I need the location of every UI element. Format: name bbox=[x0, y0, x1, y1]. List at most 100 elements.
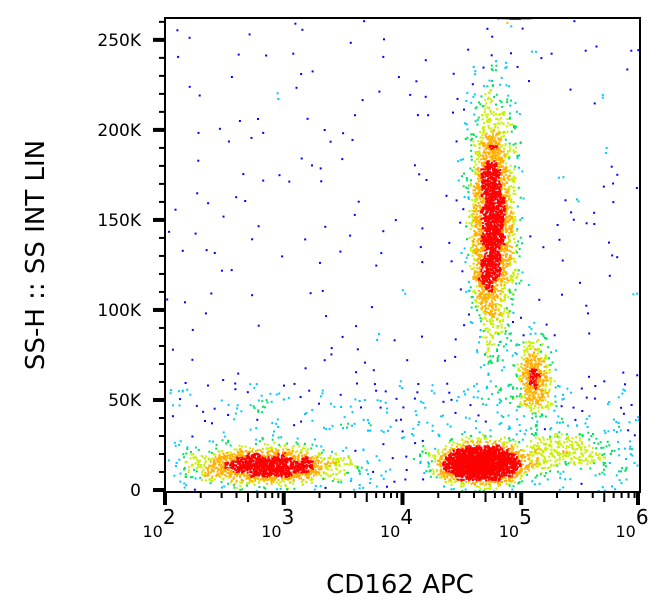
event-dot bbox=[213, 458, 216, 461]
event-dot bbox=[268, 450, 271, 453]
event-dot bbox=[449, 474, 452, 477]
event-dot bbox=[305, 470, 307, 473]
event-dot bbox=[490, 465, 493, 467]
event-dot bbox=[495, 284, 498, 287]
event-dot bbox=[479, 478, 482, 481]
event-dot bbox=[503, 310, 506, 313]
event-dot bbox=[488, 449, 491, 452]
event-dot bbox=[476, 441, 479, 444]
event-dot bbox=[477, 253, 480, 256]
event-dot bbox=[258, 459, 261, 462]
event-dot bbox=[496, 461, 499, 464]
event-dot bbox=[481, 457, 484, 460]
event-dot bbox=[279, 460, 282, 463]
event-dot bbox=[282, 460, 285, 463]
event-dot bbox=[289, 481, 292, 484]
event-dot bbox=[463, 464, 466, 467]
event-dot bbox=[484, 447, 487, 450]
event-dot bbox=[474, 198, 477, 201]
event-dot bbox=[305, 467, 308, 470]
event-dot bbox=[452, 463, 455, 465]
event-dot bbox=[512, 469, 515, 472]
event-dot bbox=[318, 468, 321, 471]
event-dot bbox=[267, 467, 270, 470]
event-dot bbox=[266, 482, 269, 485]
event-dot bbox=[306, 452, 309, 455]
event-dot bbox=[495, 112, 498, 115]
event-dot bbox=[185, 461, 188, 463]
event-dot bbox=[535, 462, 538, 465]
event-dot bbox=[463, 445, 466, 448]
event-dot bbox=[487, 147, 490, 150]
event-dot bbox=[466, 447, 469, 450]
event-dot bbox=[486, 464, 489, 467]
event-dot bbox=[449, 439, 452, 442]
event-dot bbox=[247, 453, 250, 456]
event-dot bbox=[275, 469, 278, 472]
event-dot bbox=[299, 451, 301, 454]
event-dot bbox=[515, 125, 517, 128]
event-dot bbox=[271, 478, 274, 480]
event-dot bbox=[533, 463, 536, 466]
event-dot bbox=[493, 476, 496, 479]
event-dot bbox=[295, 468, 298, 471]
event-dot bbox=[502, 458, 505, 461]
event-dot bbox=[291, 464, 294, 467]
event-dot bbox=[196, 459, 199, 461]
event-dot bbox=[480, 249, 483, 252]
event-dot bbox=[285, 464, 288, 467]
event-dot bbox=[434, 458, 437, 461]
event-dot bbox=[216, 473, 219, 476]
event-dot bbox=[320, 474, 323, 477]
event-dot bbox=[458, 470, 461, 473]
event-dot bbox=[477, 440, 479, 442]
event-dot bbox=[302, 459, 305, 462]
event-dot bbox=[322, 457, 325, 460]
event-dot bbox=[459, 458, 462, 461]
event-dot bbox=[504, 468, 507, 471]
event-dot bbox=[479, 456, 482, 459]
event-dot bbox=[224, 455, 227, 458]
event-dot bbox=[507, 198, 510, 201]
event-dot bbox=[236, 487, 239, 490]
event-dot bbox=[197, 466, 200, 469]
event-dot bbox=[489, 478, 492, 481]
event-dot bbox=[470, 466, 473, 469]
event-dot bbox=[472, 476, 474, 478]
event-dot bbox=[482, 137, 485, 139]
event-dot bbox=[242, 461, 245, 464]
event-dot bbox=[486, 343, 489, 346]
event-dot bbox=[500, 462, 503, 465]
event-dot bbox=[495, 157, 498, 160]
event-dot bbox=[258, 486, 261, 488]
event-dot bbox=[270, 464, 273, 467]
event-dot bbox=[249, 464, 251, 467]
event-dot bbox=[244, 445, 247, 448]
event-dot bbox=[294, 474, 297, 477]
event-dot bbox=[292, 456, 295, 459]
event-dot bbox=[527, 466, 529, 469]
event-dot bbox=[464, 138, 467, 140]
event-dot bbox=[496, 263, 499, 266]
event-dot bbox=[275, 448, 278, 451]
event-dot bbox=[484, 448, 487, 451]
event-dot bbox=[263, 480, 266, 483]
event-dot bbox=[470, 447, 473, 450]
event-dot bbox=[276, 471, 279, 474]
event-dot bbox=[471, 137, 473, 140]
event-dot bbox=[247, 460, 249, 463]
event-dot bbox=[336, 473, 338, 476]
event-dot bbox=[490, 457, 493, 460]
event-dot bbox=[450, 452, 452, 455]
event-dot bbox=[474, 463, 477, 466]
event-dot bbox=[477, 443, 480, 446]
event-dot bbox=[257, 459, 260, 461]
event-dot bbox=[194, 456, 197, 459]
event-dot bbox=[462, 485, 465, 488]
event-dot bbox=[476, 446, 479, 449]
event-dot bbox=[521, 480, 524, 483]
event-dot bbox=[257, 467, 260, 470]
event-dot bbox=[514, 473, 517, 476]
event-dot bbox=[481, 468, 484, 471]
event-dot bbox=[445, 475, 448, 478]
